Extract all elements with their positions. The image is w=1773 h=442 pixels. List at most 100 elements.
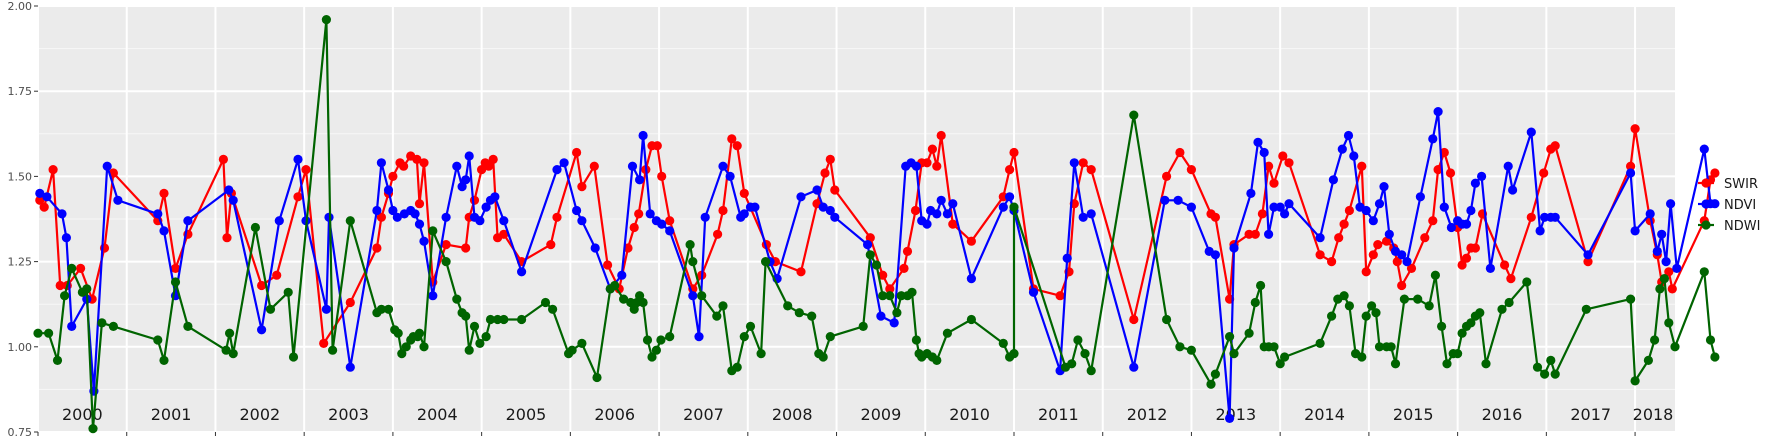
data-point-ndwi [1339,291,1349,301]
data-point-ndwi [345,216,355,226]
data-point-ndvi [1485,263,1495,273]
data-point-ndvi [1028,287,1039,297]
data-point-ndvi [324,212,334,222]
data-point-ndwi [82,284,92,294]
data-point-swir [589,161,599,171]
year-label-2006: 2006 [594,405,635,424]
data-point-ndvi [61,233,71,243]
data-point-swir [1667,284,1677,294]
data-point-ndwi [1280,352,1290,362]
data-point-ndvi [694,332,704,342]
data-point-swir [739,188,749,198]
data-point-ndvi [966,274,977,284]
data-point-ndwi [783,301,793,311]
data-point-ndwi [638,297,648,308]
data-point-ndvi [1503,161,1513,171]
data-point-ndvi [1699,144,1709,154]
data-point-ndwi [153,335,163,345]
y-tick-label: 1.00 [8,341,33,354]
data-point-ndvi [1173,195,1183,205]
year-label-2010: 2010 [949,405,990,424]
data-point-ndwi [250,222,260,233]
data-point-swir [1257,209,1267,219]
data-point-swir [1392,257,1402,267]
data-point-ndwi [67,263,77,273]
data-point-ndwi [283,287,293,297]
data-point-ndvi [1477,171,1487,181]
data-point-swir [910,205,921,216]
data-point-ndwi [1361,311,1371,321]
data-point-ndwi [942,328,953,338]
data-point-ndvi [1446,222,1456,233]
legend-label: SWIR [1724,177,1758,192]
data-point-swir [1005,165,1015,175]
data-point-ndvi [499,216,509,226]
data-point-swir [1055,291,1065,301]
data-point-ndvi [1259,147,1269,158]
data-point-ndvi [818,202,828,212]
data-point-swir [1344,205,1354,216]
data-point-ndwi [697,291,707,301]
year-label-2016: 2016 [1482,405,1523,424]
data-point-ndwi [393,328,403,338]
data-point-ndvi [552,165,562,175]
data-point-swir [885,284,895,294]
data-point-ndwi [1067,359,1077,369]
data-point-ndvi [645,209,655,219]
data-point-ndwi [825,332,835,342]
data-point-ndwi [1129,110,1139,120]
data-point-ndwi [548,304,558,314]
year-label-2004: 2004 [417,405,458,424]
data-point-ndvi [159,226,169,236]
data-point-ndwi [1206,379,1216,389]
data-point-ndvi [1535,226,1545,236]
data-point-ndwi [712,311,722,321]
data-point-ndwi [1710,352,1720,362]
data-point-ndvi [627,161,638,171]
data-point-swir [629,222,639,233]
data-point-ndwi [1664,318,1674,328]
data-point-ndvi [863,240,873,250]
data-point-swir [1009,147,1019,158]
data-point-ndvi [1461,219,1472,229]
data-point-swir [878,270,888,280]
data-point-ndvi [410,209,420,219]
data-point-ndvi [942,209,953,219]
data-point-swir [1186,165,1196,175]
data-point-swir [1406,263,1417,273]
data-point-ndwi [328,345,338,355]
year-label-2009: 2009 [861,405,902,424]
data-point-ndvi [948,199,958,209]
legend-key-point [1701,178,1711,188]
data-point-ndwi [1162,314,1172,325]
data-point-swir [1129,314,1139,325]
data-point-swir [1506,274,1516,284]
data-point-ndwi [885,291,895,301]
data-point-ndvi [461,175,471,185]
data-point-swir [39,202,49,212]
data-point-ndvi [688,291,698,301]
data-point-ndwi [1437,321,1447,331]
data-point-swir [1278,151,1288,161]
data-point-swir [1500,260,1510,270]
data-point-ndvi [183,216,193,226]
data-point-swir [657,171,667,181]
data-point-ndwi [871,260,882,270]
data-point-ndwi [485,314,496,325]
data-point-ndwi [1244,328,1254,338]
data-point-swir [441,240,451,250]
data-point-swir [319,338,329,348]
data-point-swir [820,168,830,178]
data-point-ndwi [745,321,756,331]
data-point-ndvi [718,161,728,171]
data-point-ndvi [1062,253,1072,263]
data-point-ndwi [688,257,698,267]
data-point-ndwi [376,304,386,314]
year-label-2000: 2000 [62,405,103,424]
data-point-swir [796,267,806,277]
data-point-ndwi [577,338,587,348]
data-point-ndvi [796,192,806,202]
data-point-ndvi [1384,229,1394,239]
data-point-ndwi [651,345,662,355]
